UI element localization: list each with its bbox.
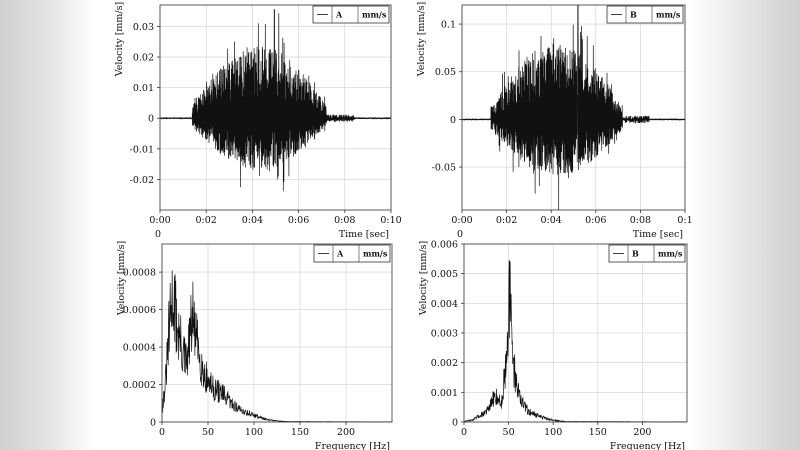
x-axis-label: Frequency [Hz] — [610, 441, 685, 450]
y-tick-label: 0.004 — [431, 299, 458, 310]
legend-unit: mm/s — [362, 10, 387, 20]
x-tick-label: 0:06 — [288, 215, 309, 226]
x-tick-label-extra: 0 — [155, 229, 161, 240]
chart-freq-a: 0 0.0002 0.0004 0.0006 0.0008 0 50 100 150 200 Fre… — [116, 241, 393, 450]
x-axis-label: Frequency [Hz] — [315, 441, 390, 450]
legend-unit: mm/s — [363, 249, 388, 259]
x-tick-label: 0:02 — [196, 215, 217, 226]
plot-frame — [461, 4, 686, 211]
y-tick-label: 0.001 — [431, 388, 458, 399]
x-tick-label: 0:00 — [149, 215, 170, 226]
x-tick-label: 0:08 — [630, 215, 651, 226]
x-tick-label: 0:1 — [677, 215, 692, 226]
legend-series-name: B — [630, 10, 637, 20]
series-line-A — [160, 9, 391, 192]
x-tick-label: 0:02 — [496, 215, 517, 226]
series-line-B — [462, 5, 685, 210]
x-tick-label-extra: 0 — [457, 229, 463, 240]
y-tick-label: 0.02 — [133, 53, 154, 64]
y-axis-label: Velocity [mm/s] — [418, 241, 429, 316]
x-tick-label: 100 — [544, 427, 562, 438]
y-tick-label: 0 — [450, 115, 456, 126]
plot-area — [162, 244, 392, 422]
y-tick-label: 0.005 — [431, 269, 458, 280]
y-tick-label: -0.02 — [130, 175, 154, 186]
chart-freq-b: 0 0.001 0.002 0.003 0.004 0.005 0.006 0 50 100 150… — [418, 240, 688, 450]
y-tick-label: 0.0004 — [123, 343, 156, 354]
x-tick-label: 0:10 — [380, 215, 401, 226]
y-tick-label: -0.01 — [130, 144, 154, 155]
y-tick-label: -0.05 — [432, 163, 456, 174]
x-tick-label: 0:04 — [242, 215, 263, 226]
left-edge-shadow — [0, 0, 95, 450]
x-axis-label: Time [sec] — [633, 229, 683, 240]
y-tick-label: 0.03 — [133, 22, 154, 33]
y-tick-label: 0.0006 — [123, 305, 156, 316]
y-tick-label: 0.1 — [441, 20, 456, 31]
plot-frame — [159, 4, 392, 211]
y-tick-label: 0 — [452, 418, 458, 429]
x-tick-label: 200 — [337, 427, 355, 438]
x-tick-label: 0 — [461, 427, 467, 438]
legend-series-name: A — [335, 10, 343, 20]
y-tick-label: 0.003 — [431, 329, 458, 340]
right-edge-shadow — [690, 0, 800, 450]
x-tick-label: 0 — [159, 427, 165, 438]
legend-series-name: A — [336, 249, 344, 259]
y-axis-label: Velocity [mm/s] — [116, 241, 127, 316]
y-tick-label: 0.002 — [431, 358, 458, 369]
y-tick-label: 0.0002 — [123, 380, 156, 391]
x-tick-label: 100 — [245, 427, 263, 438]
x-tick-label: 200 — [633, 427, 651, 438]
y-tick-label: 0 — [148, 114, 154, 125]
x-tick-label: 150 — [291, 427, 309, 438]
legend-unit: mm/s — [656, 10, 681, 20]
y-tick-label: 0.0008 — [123, 268, 156, 279]
plot-frame — [161, 243, 393, 423]
x-tick-label: 0:04 — [541, 215, 562, 226]
legend-series-name: B — [632, 249, 639, 259]
y-tick-label: 0 — [150, 418, 156, 429]
y-axis-label: Velocity [mm/s] — [114, 2, 125, 77]
chart-time-b: -0.05 0 0.05 0.1 0:00 0:02 0:04 0:06 0:08 0:1 0 Tim… — [416, 2, 693, 240]
y-axis-label: Velocity [mm/s] — [416, 2, 427, 77]
x-tick-label: 0:08 — [334, 215, 355, 226]
chart-time-a: -0.02 -0.01 0 0.01 0.02 0.03 0:00 0:02 0:04 0:06 0… — [114, 2, 402, 240]
x-axis-label: Time [sec] — [339, 229, 389, 240]
x-tick-label: 0:00 — [451, 215, 472, 226]
x-tick-label: 150 — [589, 427, 607, 438]
x-tick-label: 50 — [202, 427, 214, 438]
x-tick-label: 50 — [503, 427, 515, 438]
y-tick-label: 0.006 — [431, 240, 458, 251]
y-tick-label: 0.05 — [435, 67, 456, 78]
y-tick-label: 0.01 — [133, 83, 154, 94]
legend-unit: mm/s — [658, 249, 683, 259]
x-tick-label: 0:06 — [585, 215, 606, 226]
